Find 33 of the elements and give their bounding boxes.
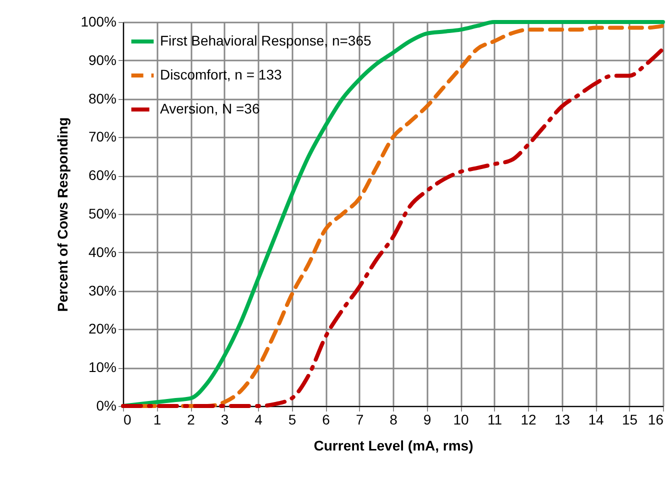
y-tick-label: 100% (80, 14, 116, 30)
x-tick-label: 10 (453, 412, 469, 428)
x-tick-label: 0 (124, 412, 132, 428)
x-tick-label: 16 (648, 412, 664, 428)
y-tick-label: 0% (96, 398, 116, 414)
y-tick-label: 10% (88, 359, 116, 376)
x-tick-label: 7 (356, 412, 364, 428)
y-tick-label: 50% (88, 206, 116, 222)
y-tick-label: 30% (88, 282, 116, 298)
x-tick-label: 14 (588, 412, 604, 428)
x-tick-label: 1 (153, 412, 162, 428)
x-tick-label: 6 (322, 412, 330, 428)
y-tick-label: 60% (88, 167, 116, 184)
y-tick-label: 80% (88, 90, 116, 106)
legend-label: First Behavioral Response, n=365 (160, 32, 372, 48)
x-tick-label: 4 (254, 412, 263, 428)
y-tick-label: 40% (88, 244, 116, 260)
x-tick-label: 5 (288, 412, 296, 428)
y-axis-title: Percent of Cows Responding (54, 117, 71, 312)
x-axis-title: Current Level (mA, rms) (314, 438, 474, 454)
y-tick-label: 90% (88, 52, 116, 68)
x-tick-label: 2 (187, 412, 196, 428)
x-tick-label: 12 (520, 412, 536, 428)
x-tick-label: 11 (487, 412, 502, 428)
legend-label: Discomfort, n = 133 (160, 66, 282, 82)
y-tick-label: 70% (88, 128, 116, 145)
x-tick-label: 15 (622, 412, 638, 428)
legend-label: Aversion, N =36 (160, 100, 260, 116)
y-tick-label: 20% (88, 320, 116, 337)
x-tick-label: 3 (220, 412, 229, 428)
x-tick-label: 8 (390, 412, 398, 428)
x-tick-label: 13 (554, 412, 570, 428)
x-tick-label: 9 (423, 412, 432, 428)
